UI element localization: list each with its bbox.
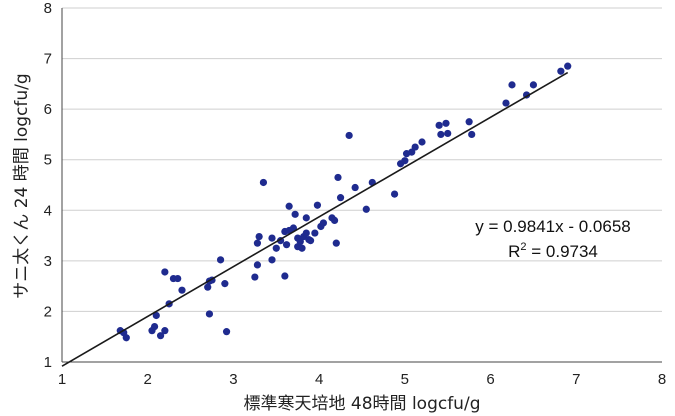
y-tick-label: 1 [44, 354, 52, 371]
data-point [222, 328, 231, 336]
trendline [61, 71, 569, 367]
data-point [268, 234, 276, 242]
y-axis-title: サニ太くん 24 時間 logcfu/g [12, 73, 32, 298]
data-point [216, 256, 225, 264]
x-tick-labels: 1 2 3 4 5 6 7 8 [58, 371, 666, 388]
data-point [508, 81, 516, 89]
data-point [221, 280, 229, 288]
data-point [298, 244, 306, 252]
data-point [174, 274, 182, 283]
data-point [313, 201, 322, 209]
y-tick-label: 5 [44, 152, 52, 169]
data-point [285, 202, 293, 210]
data-point [529, 81, 538, 89]
data-point [345, 131, 353, 140]
x-tick-label: 3 [229, 371, 237, 388]
y-tick-label: 8 [44, 0, 52, 17]
data-point [557, 67, 565, 75]
data-point [351, 183, 359, 192]
data-point [468, 130, 476, 139]
data-point [122, 334, 130, 342]
x-tick-label: 7 [572, 371, 580, 388]
data-point [334, 173, 342, 182]
data-point [156, 332, 165, 340]
y-tick-label: 7 [44, 51, 52, 68]
data-point [465, 118, 473, 126]
data-point [282, 241, 291, 249]
data-point [161, 268, 169, 276]
x-tick-label: 6 [486, 371, 494, 388]
data-point [311, 229, 319, 237]
r-squared-label: R2 = 0.9734 [508, 241, 598, 261]
plot-background [62, 8, 662, 362]
data-point [253, 261, 262, 269]
data-point [204, 283, 212, 291]
data-point [411, 143, 419, 151]
y-tick-label: 2 [44, 303, 52, 320]
x-tick-label: 4 [315, 371, 323, 388]
trendline-equation: y = 0.9841x - 0.0658 [475, 217, 630, 236]
x-tick-label: 1 [58, 371, 66, 388]
data-point [408, 148, 416, 156]
data-point [255, 232, 263, 241]
data-point [564, 62, 572, 70]
x-tick-label: 2 [144, 371, 152, 388]
y-tick-label: 4 [44, 202, 52, 219]
y-tick-label: 6 [44, 101, 52, 118]
data-point [161, 327, 169, 335]
data-point [251, 273, 259, 281]
data-point [390, 190, 399, 198]
data-point [502, 99, 510, 107]
y-tick-label: 3 [44, 253, 52, 270]
data-point [444, 129, 452, 138]
y-tick-labels: 1 2 3 4 5 6 7 8 [44, 0, 52, 371]
data-point [296, 238, 304, 246]
data-point [272, 244, 280, 252]
data-point [150, 323, 159, 331]
data-point [291, 210, 299, 218]
gridlines [62, 7, 662, 312]
data-point [259, 178, 268, 187]
data-point [362, 205, 370, 213]
data-point [336, 194, 345, 202]
data-point [442, 119, 450, 127]
data-point [437, 130, 445, 139]
data-point [281, 272, 289, 280]
data-point [418, 138, 426, 146]
data-point [319, 219, 328, 227]
data-points [116, 62, 572, 342]
data-point [306, 237, 315, 245]
data-point [302, 214, 310, 222]
data-point [332, 239, 340, 247]
data-point [178, 286, 186, 294]
x-tick-label: 5 [401, 371, 409, 388]
x-axis-title: 標準寒天培地 48時間 logcfu/g [244, 394, 481, 414]
data-point [401, 157, 409, 165]
data-point [152, 311, 160, 320]
x-tick-label: 8 [658, 371, 666, 388]
data-point [302, 229, 310, 237]
data-point [435, 121, 443, 129]
data-point [330, 216, 339, 224]
data-point [268, 256, 276, 264]
data-point [205, 310, 214, 318]
data-point [253, 239, 262, 247]
data-point [289, 224, 298, 232]
